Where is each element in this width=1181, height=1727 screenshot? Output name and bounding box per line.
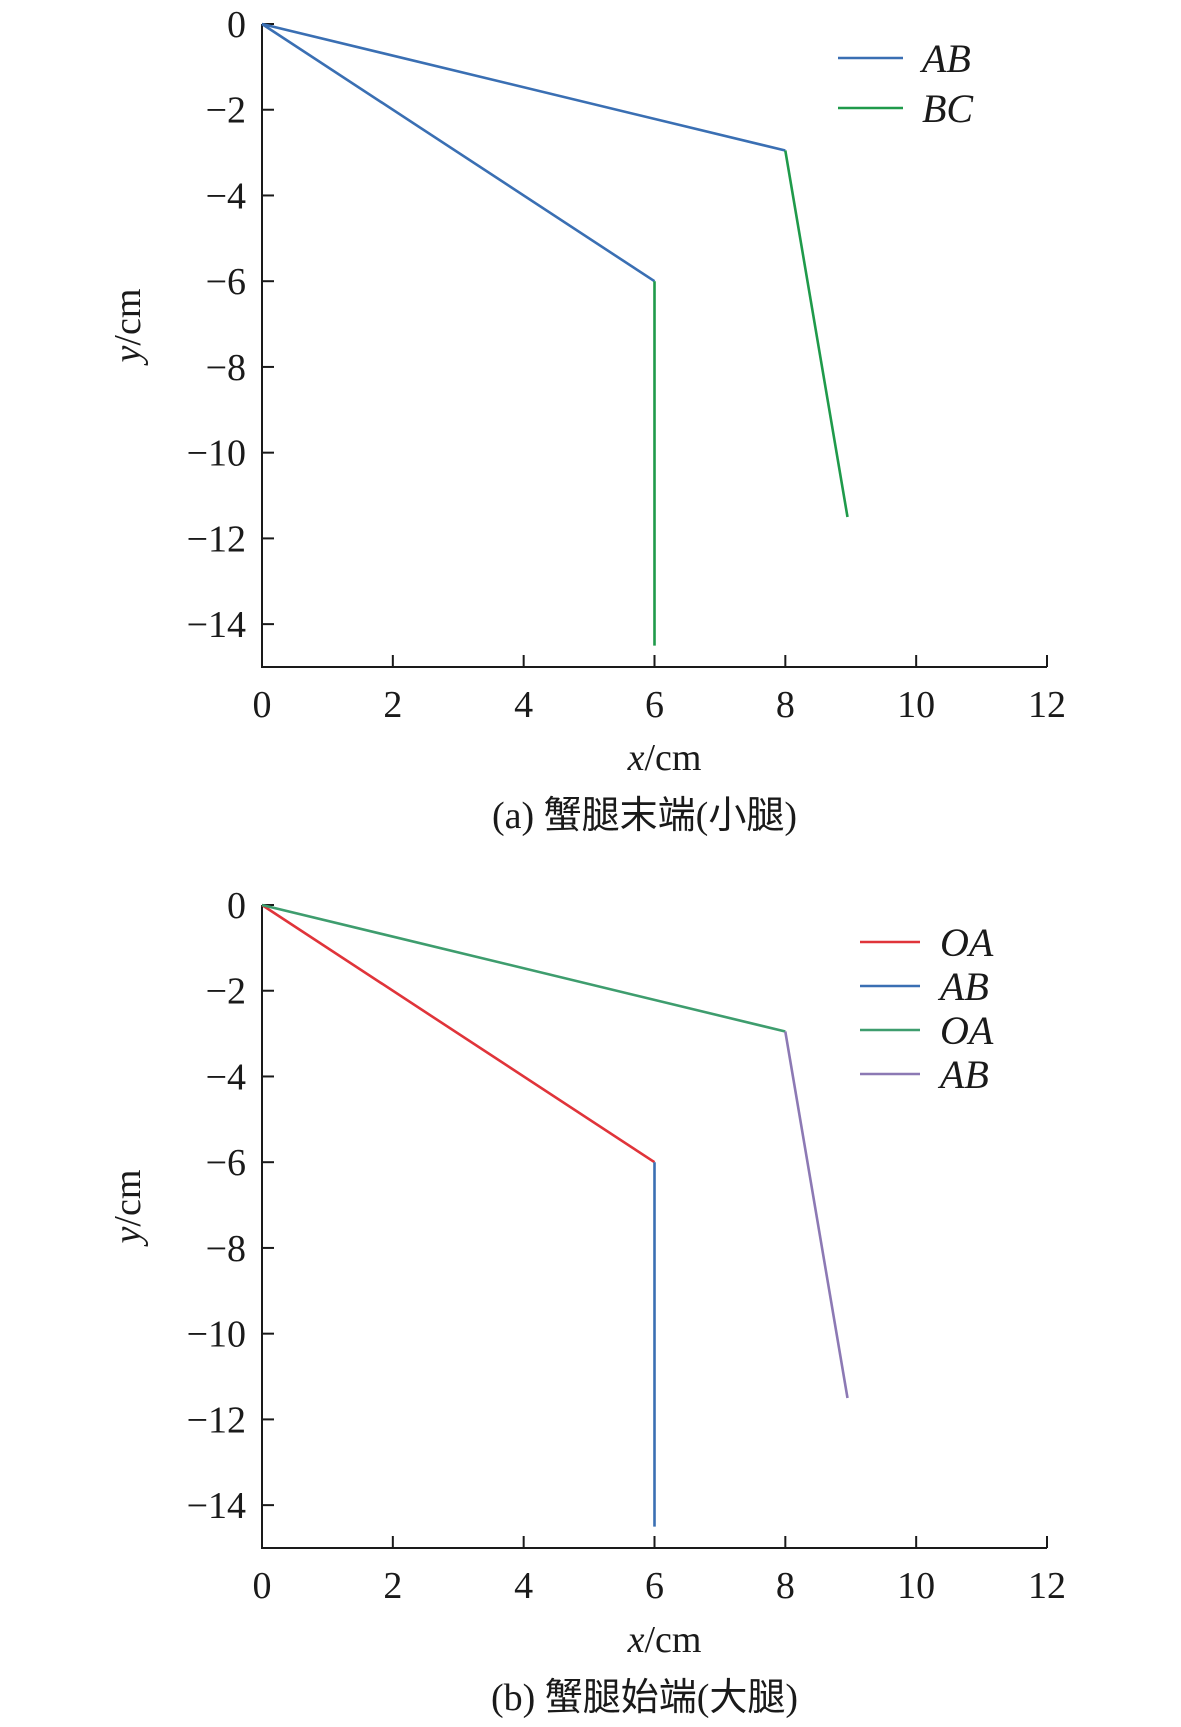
y-tick-label: −10 (187, 1314, 246, 1356)
y-tick-label: −8 (206, 347, 246, 389)
y-axis-label: y/cm (107, 1170, 149, 1248)
y-tick-label: −12 (187, 518, 246, 560)
y-tick-label: −2 (206, 90, 246, 132)
series-line-ab (261, 22, 656, 283)
x-tick-label: 2 (383, 1565, 402, 1607)
panel-a: 0 2 4 6 8 10 12 0 −2 −4 −6 −8 −10 −12 −14 x/cm y/cm AB BC (… (107, 4, 1066, 837)
legend-label: AB (919, 36, 971, 81)
legend-label: OA (940, 1008, 994, 1053)
series-line-oa (261, 903, 786, 1033)
y-tick-label: −4 (206, 1056, 246, 1098)
series-line-ab (261, 22, 786, 152)
y-tick-label: −6 (206, 261, 246, 303)
x-tick-label: 0 (253, 1565, 272, 1607)
x-tick-label: 6 (645, 684, 664, 726)
y-tick-label: −4 (206, 175, 246, 217)
x-tick-label: 0 (253, 684, 272, 726)
x-tick-label: 12 (1028, 684, 1066, 726)
y-tick-label: 0 (227, 4, 246, 46)
legend-label: BC (922, 86, 974, 131)
x-tick-label: 8 (776, 684, 795, 726)
x-tick-label: 8 (776, 1565, 795, 1607)
y-tick-label: −10 (187, 433, 246, 475)
x-tick-label: 12 (1028, 1565, 1066, 1607)
series-line-ab (784, 1031, 849, 1399)
legend-label: OA (940, 920, 994, 965)
x-tick-label: 6 (645, 1565, 664, 1607)
y-tick-label: −6 (206, 1142, 246, 1184)
legend-label: AB (937, 1052, 989, 1097)
y-axis-label: y/cm (107, 289, 149, 367)
y-tick-label: −12 (187, 1399, 246, 1441)
legend-label: AB (937, 964, 989, 1009)
x-tick-label: 4 (514, 684, 533, 726)
panel-caption: (a) 蟹腿末端(小腿) (492, 795, 797, 837)
panel-b: 0 2 4 6 8 10 120−2−4−6−8−10−12−14x/cmy/cmOAABO… (107, 885, 1066, 1719)
y-tick-label: 0 (227, 885, 246, 927)
x-axis-label: x/cm (627, 737, 702, 779)
y-tick-label: −2 (206, 971, 246, 1013)
x-tick-label: 4 (514, 1565, 533, 1607)
y-tick-label: −8 (206, 1228, 246, 1270)
x-axis-label: x/cm (627, 1619, 702, 1661)
x-tick-label: 10 (897, 684, 935, 726)
x-tick-label: 10 (897, 1565, 935, 1607)
y-tick-label: −14 (187, 1485, 246, 1527)
series-line-oa (261, 903, 656, 1164)
x-tick-label: 2 (383, 684, 402, 726)
y-tick-label: −14 (187, 604, 246, 646)
panel-caption: (b) 蟹腿始端(大腿) (491, 1677, 798, 1719)
series-line-bc (784, 150, 849, 518)
